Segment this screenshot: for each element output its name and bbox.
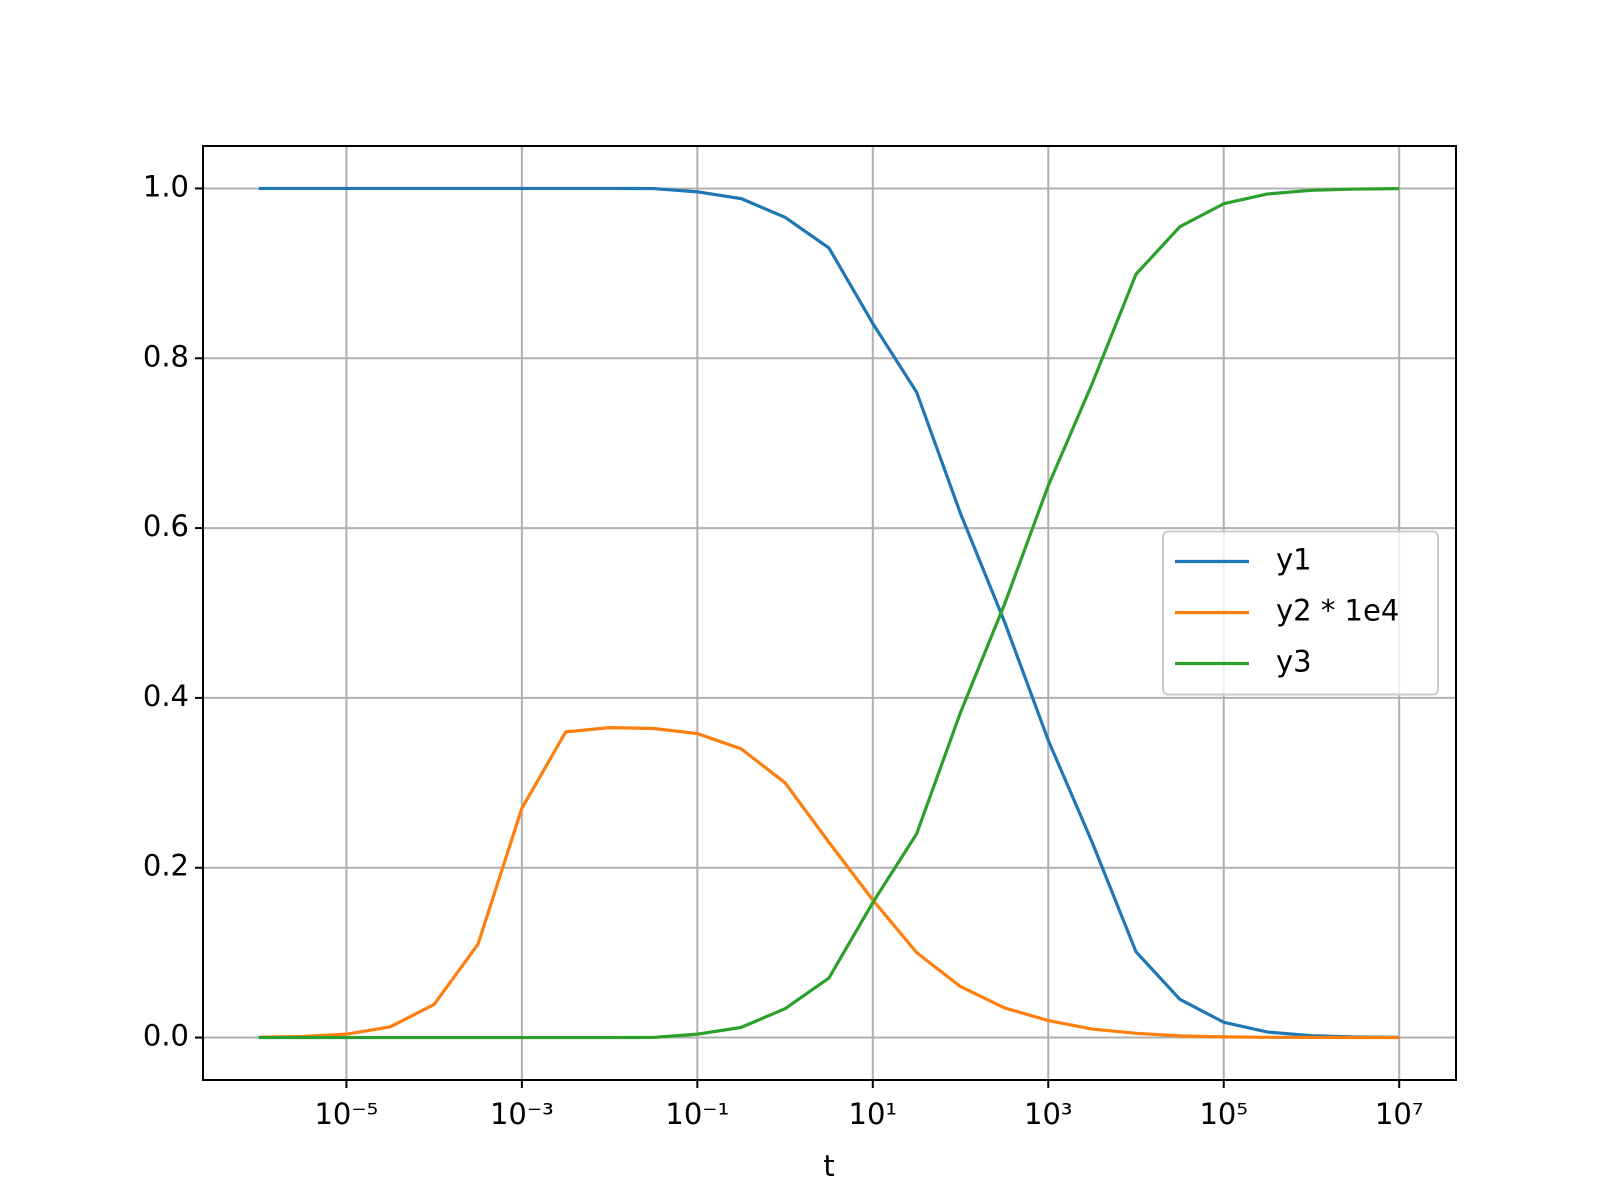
x-tick-label: 10³ xyxy=(1024,1097,1073,1131)
y-tick-label: 0.2 xyxy=(143,849,189,883)
grid xyxy=(203,146,1456,1080)
legend-label: y1 xyxy=(1276,543,1312,577)
series-line xyxy=(258,726,1400,1040)
legend-label: y3 xyxy=(1276,645,1312,679)
x-tick-label: 10⁻⁵ xyxy=(314,1097,378,1131)
series-line xyxy=(258,187,1400,1040)
legend-box xyxy=(1162,530,1439,696)
series-line xyxy=(258,186,1400,1039)
x-tick-label: 10¹ xyxy=(849,1097,898,1131)
x-tick-label: 10⁷ xyxy=(1375,1097,1424,1131)
legend: y1 y2 * 1e4 y3 xyxy=(1162,530,1439,696)
plot-frame xyxy=(202,145,1457,1081)
y-tick-label: 1.0 xyxy=(143,169,189,203)
y-tick-label: 0.6 xyxy=(143,509,189,543)
x-tick-label: 10⁻¹ xyxy=(665,1097,729,1131)
y-tick-label: 0.0 xyxy=(143,1019,189,1053)
legend-label: y2 * 1e4 xyxy=(1276,594,1399,628)
x-axis-label: t xyxy=(823,1149,834,1183)
y-tick-label: 0.8 xyxy=(143,339,189,373)
x-tick-label: 10⁵ xyxy=(1199,1097,1248,1131)
y-tick-label: 0.4 xyxy=(143,679,189,713)
x-tick-label: 10⁻³ xyxy=(490,1097,554,1131)
